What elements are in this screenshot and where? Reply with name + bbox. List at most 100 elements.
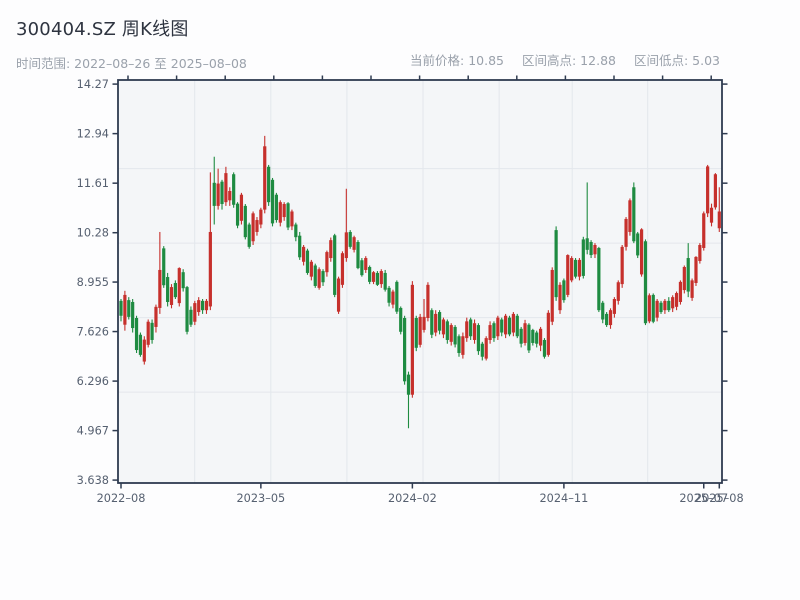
candle (674, 291, 679, 311)
candle (267, 164, 271, 206)
candle (278, 200, 282, 227)
candle (383, 269, 387, 292)
candle (686, 243, 690, 298)
date-range-label: 时间范围: 2022–08–26 至 2025–08–08 (16, 56, 247, 71)
candle (496, 315, 500, 340)
candle (667, 297, 671, 313)
candle (612, 297, 616, 318)
plot-area (118, 80, 722, 483)
candle (717, 187, 721, 232)
candle (235, 202, 240, 229)
candle (651, 293, 655, 324)
candle (162, 246, 166, 288)
candle (200, 299, 205, 314)
candle (379, 269, 383, 288)
candle (632, 182, 636, 244)
candle (294, 222, 298, 242)
candle (344, 188, 348, 262)
candle (713, 173, 718, 210)
candle (317, 267, 321, 290)
candle (616, 280, 620, 305)
candle (519, 326, 523, 348)
candle (119, 299, 123, 322)
candle (461, 332, 465, 359)
candle (270, 177, 275, 227)
candle (418, 313, 422, 348)
candle (538, 326, 543, 352)
candle (698, 243, 702, 264)
candle (298, 231, 302, 260)
candle (127, 297, 131, 320)
candle (589, 240, 593, 259)
candle (573, 258, 578, 279)
candle (216, 168, 220, 210)
candle (441, 317, 446, 339)
candle (566, 254, 570, 298)
x-tick-label: 2024–02 (388, 492, 437, 505)
candle (305, 248, 310, 275)
candle (500, 317, 504, 337)
candle (251, 211, 255, 245)
candle (639, 228, 644, 277)
candle (173, 280, 177, 300)
y-tick-label: 14.27 (77, 78, 109, 91)
candle (395, 280, 399, 314)
candle (356, 240, 360, 270)
x-tick-label: 2025–07 (679, 492, 728, 505)
candle (682, 265, 686, 294)
candle (123, 290, 127, 331)
candle (274, 192, 278, 223)
y-tick-label: 6.296 (77, 375, 109, 388)
candle (472, 319, 477, 344)
y-tick-label: 7.626 (77, 325, 109, 338)
y-tick-label: 12.94 (77, 128, 109, 141)
candle (290, 209, 294, 231)
y-tick-label: 4.967 (77, 424, 109, 437)
candle (597, 246, 601, 313)
candle (391, 289, 395, 309)
candle (333, 233, 337, 298)
candle (212, 156, 216, 225)
candle (181, 269, 185, 292)
candle (414, 315, 418, 352)
candle (169, 284, 174, 309)
x-tick-label: 2023–05 (236, 492, 285, 505)
candle (585, 182, 589, 255)
stat-range-low: 区间低点: 5.03 (633, 53, 720, 68)
candle (624, 217, 628, 251)
candle (368, 265, 372, 285)
candle (605, 312, 609, 327)
candle (620, 244, 624, 288)
candle (208, 172, 212, 311)
candle (659, 300, 663, 314)
candle (325, 250, 329, 277)
candle (581, 236, 585, 279)
candle (601, 300, 605, 324)
candle (507, 315, 512, 337)
candle (570, 256, 574, 283)
candle (193, 300, 197, 326)
candle (554, 226, 558, 301)
candle (678, 280, 683, 305)
candle (309, 259, 313, 281)
price-stats: 当前价格: 10.85 区间高点: 12.88 区间低点: 5.03 (410, 50, 720, 69)
candle (255, 217, 259, 236)
candle (457, 334, 461, 357)
candle (185, 285, 189, 335)
candle (403, 315, 407, 385)
candle (465, 317, 469, 342)
candle (542, 338, 547, 359)
candle (410, 281, 414, 398)
candle (480, 341, 484, 361)
candle (399, 306, 403, 335)
page-title: 300404.SZ 周K线图 (16, 19, 189, 40)
candle (232, 172, 236, 208)
candle (527, 323, 531, 354)
candle (426, 282, 430, 322)
y-tick-label: 10.28 (77, 227, 109, 240)
x-tick-label: 2022–08 (97, 492, 146, 505)
candle (247, 222, 251, 249)
candle (259, 207, 263, 229)
candle (197, 297, 201, 316)
